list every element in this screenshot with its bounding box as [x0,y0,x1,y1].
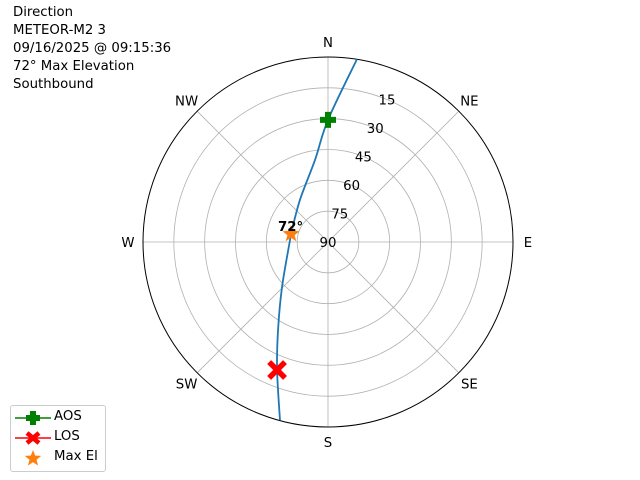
marker-max-el [282,225,300,242]
chart-title: Direction METEOR-M2 3 09/16/2025 @ 09:15… [13,4,171,94]
direction-label-e: E [524,236,532,251]
direction-label-ne: NE [460,95,478,110]
radial-tick-label-45: 45 [355,151,372,166]
grid-spoke-nw [196,110,329,243]
radial-tick-label-60: 60 [343,179,360,194]
direction-label-nw: NW [175,95,198,110]
grid-spoke-ne [327,110,460,243]
direction-label-se: SE [461,377,478,392]
polar-frame [142,56,514,428]
aos-plus-icon [15,411,51,425]
max-elevation-annotation: 72° [278,220,303,235]
title-line-datetime: 09/16/2025 @ 09:15:36 [13,41,172,56]
radial-tick-label-75: 75 [331,208,348,223]
legend: AOS LOS Max El [10,405,106,472]
grid-spoke-sw [196,241,329,374]
title-line-satellite: METEOR-M2 3 [13,23,106,38]
marker-aos [320,111,336,128]
max-el-star-icon [24,450,42,466]
direction-label-w: W [121,236,134,251]
marker-los [267,360,287,380]
los-x-icon [15,431,51,445]
title-line-heading: Southbound [13,77,94,92]
pass-track-line [276,58,358,421]
legend-entry-max-el: Max El [11,448,105,468]
direction-label-n: N [323,36,333,51]
direction-label-s: S [324,436,332,451]
legend-entry-los: LOS [11,428,105,448]
radial-tick-label-90: 90 [320,236,337,251]
grid-spoke-se [327,241,460,374]
radial-tick-label-15: 15 [379,94,396,109]
legend-entry-aos: AOS [11,408,105,428]
title-line-max-elevation: 72° Max Elevation [13,59,135,74]
radial-tick-label-30: 30 [367,122,384,137]
title-line-direction: Direction [13,5,74,20]
direction-label-sw: SW [176,377,198,392]
